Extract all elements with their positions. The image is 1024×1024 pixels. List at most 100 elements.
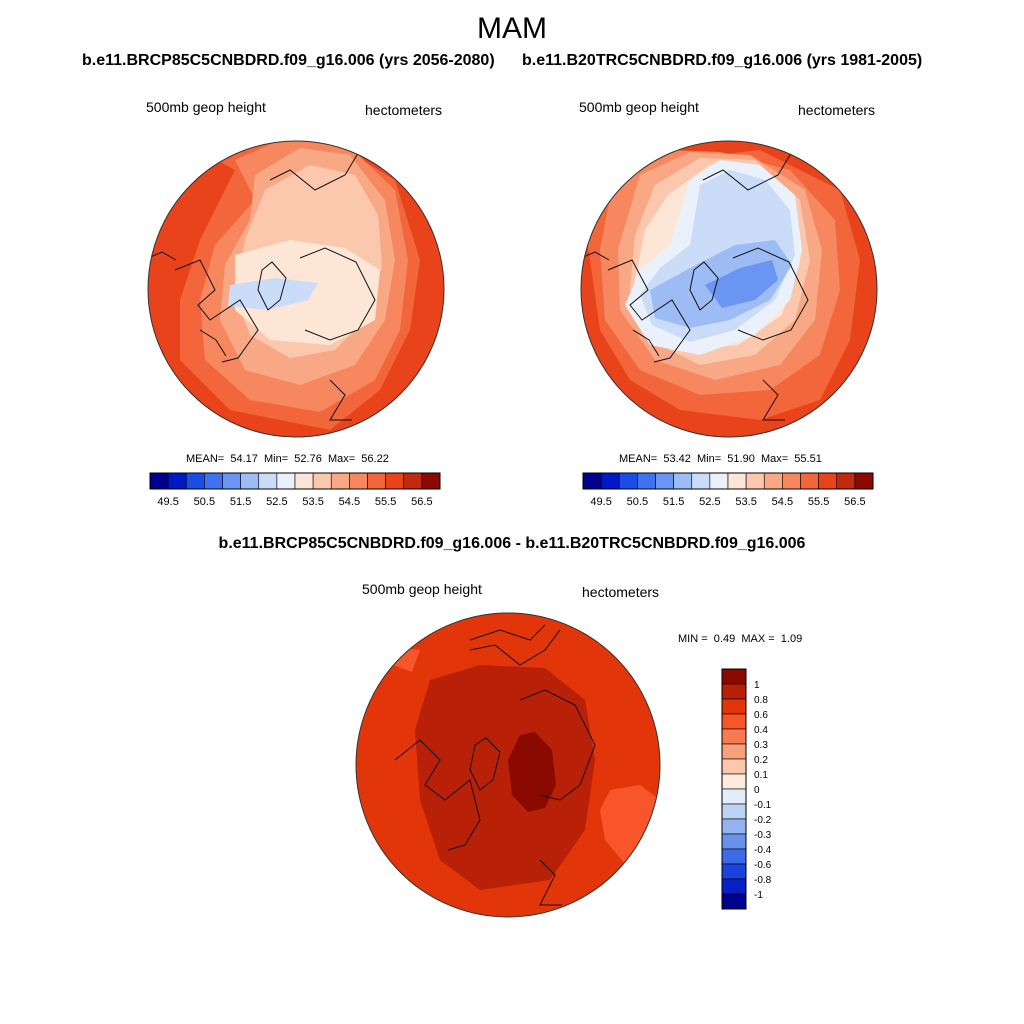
colorbar-label: 55.5 <box>375 496 396 508</box>
colorbar-cell <box>782 472 801 490</box>
colorbar-label: 50.5 <box>627 496 648 508</box>
colorbar-label: 0.8 <box>754 695 768 706</box>
colorbar-right: 49.5 50.5 51.5 52.5 53.5 54.5 55.5 56.5 <box>582 472 874 508</box>
panel-right-stats: MEAN= 53.42 Min= 51.90 Max= 55.51 <box>619 453 822 465</box>
colorbar-cell <box>727 472 747 490</box>
coastlines-diff <box>394 624 596 906</box>
panel-right-variable: 500mb geop height <box>579 99 699 115</box>
colorbar-cell <box>836 472 856 490</box>
colorbar-cell <box>600 472 620 490</box>
stat-min-value: 0.49 <box>713 633 736 645</box>
colorbar-label: 56.5 <box>844 496 865 508</box>
colorbar-cell <box>745 472 765 490</box>
coastlines-left <box>148 149 376 421</box>
stat-min-value: 52.76 <box>294 453 322 465</box>
colorbar-label: 0.2 <box>754 755 768 766</box>
contour-diff-1 <box>415 665 595 890</box>
colorbar-label: 0.6 <box>754 710 768 721</box>
map-diff-border <box>355 612 661 918</box>
colorbar-diff: 1 0.8 0.6 0.4 0.3 0.2 0.1 0 -0.1 -0.2 -0.3 -0.4 -0.6… <box>721 668 772 910</box>
colorbar-cell <box>721 803 747 820</box>
colorbar-cell <box>258 472 278 490</box>
colorbar-cell <box>721 713 747 730</box>
colorbar-label: -0.2 <box>754 815 772 826</box>
colorbar-cell <box>149 472 169 490</box>
colorbar-label: -0.6 <box>754 860 772 871</box>
colorbar-cell <box>721 773 747 790</box>
colorbar-cell <box>637 472 656 490</box>
colorbar-cell <box>721 788 747 805</box>
colorbar-cell <box>204 472 223 490</box>
contour-diff-2 <box>508 732 556 812</box>
colorbar-cell <box>222 472 241 490</box>
colorbar-label: 49.5 <box>590 496 611 508</box>
colorbar-cell <box>240 472 260 490</box>
map-left-border <box>147 140 445 438</box>
stat-mean-value: 53.42 <box>663 453 691 465</box>
contour-left-6 <box>228 278 318 310</box>
colorbar-label: 51.5 <box>663 496 684 508</box>
panel-left-stats: MEAN= 54.17 Min= 52.76 Max= 56.22 <box>186 453 389 465</box>
stat-min-label: Min= <box>697 453 722 465</box>
colorbar-label: 51.5 <box>230 496 251 508</box>
colorbar-cell <box>673 472 693 490</box>
colorbar-label: 52.5 <box>699 496 720 508</box>
colorbar-cell <box>330 472 350 490</box>
coastlines-right <box>581 149 809 421</box>
map-left <box>148 141 444 437</box>
colorbar-cell <box>312 472 332 490</box>
panel-right-units: hectometers <box>798 102 876 118</box>
colorbar-cell <box>721 818 747 835</box>
map-right <box>581 141 877 437</box>
colorbar-cell <box>349 472 368 490</box>
colorbar-cell <box>721 893 747 910</box>
colorbar-cell <box>582 472 602 490</box>
colorbar-cell <box>709 472 729 490</box>
stat-max-value: 1.09 <box>780 633 803 645</box>
diff-title: b.e11.BRCP85C5CNBDRD.f09_g16.006 - b.e11… <box>218 535 806 552</box>
colorbar-label: -1 <box>754 890 763 901</box>
stat-min-value: 51.90 <box>727 453 755 465</box>
colorbar-label: 53.5 <box>302 496 323 508</box>
colorbar-label: 52.5 <box>266 496 287 508</box>
colorbar-label: 0.1 <box>754 770 768 781</box>
map-diff <box>356 613 660 917</box>
colorbar-label: 0.4 <box>754 725 768 736</box>
diff-variable: 500mb geop height <box>362 581 482 597</box>
colorbar-label: 55.5 <box>808 496 829 508</box>
colorbar-label: -0.4 <box>754 845 772 856</box>
map-right-border <box>580 140 878 438</box>
colorbar-label: 0.3 <box>754 740 768 751</box>
stat-max-value: 56.22 <box>361 453 389 465</box>
colorbar-cell <box>721 833 747 850</box>
colorbar-cell <box>721 848 747 865</box>
colorbar-cell <box>721 668 747 685</box>
colorbar-cell <box>691 472 711 490</box>
stat-max-label: Max= <box>327 453 356 465</box>
colorbar-cell <box>721 683 747 700</box>
colorbar-cell <box>721 743 747 760</box>
colorbar-label: 53.5 <box>735 496 756 508</box>
colorbar-label: -0.8 <box>754 875 772 886</box>
colorbar-cell <box>294 472 314 490</box>
colorbar-cell <box>818 472 838 490</box>
stat-max-label: Max= <box>760 453 789 465</box>
colorbar-cell <box>721 878 747 895</box>
colorbar-cell <box>800 472 819 490</box>
colorbar-cell <box>367 472 386 490</box>
colorbar-cell <box>403 472 423 490</box>
stat-mean-label: MEAN= <box>619 453 658 465</box>
colorbar-cell <box>276 472 296 490</box>
colorbar-label: -0.1 <box>754 800 772 811</box>
panel-left-title: b.e11.BRCP85C5CNBDRD.f09_g16.006 (yrs 20… <box>82 52 495 69</box>
colorbar-cell <box>763 472 783 490</box>
colorbar-cell <box>167 472 187 490</box>
panel-left-variable: 500mb geop height <box>146 99 266 115</box>
diff-units: hectometers <box>582 584 660 600</box>
colorbar-cell <box>185 472 205 490</box>
season-title: MAM <box>477 12 547 45</box>
colorbar-label: 1 <box>754 680 760 691</box>
stat-mean-label: MEAN= <box>186 453 225 465</box>
colorbar-cell <box>721 863 747 880</box>
